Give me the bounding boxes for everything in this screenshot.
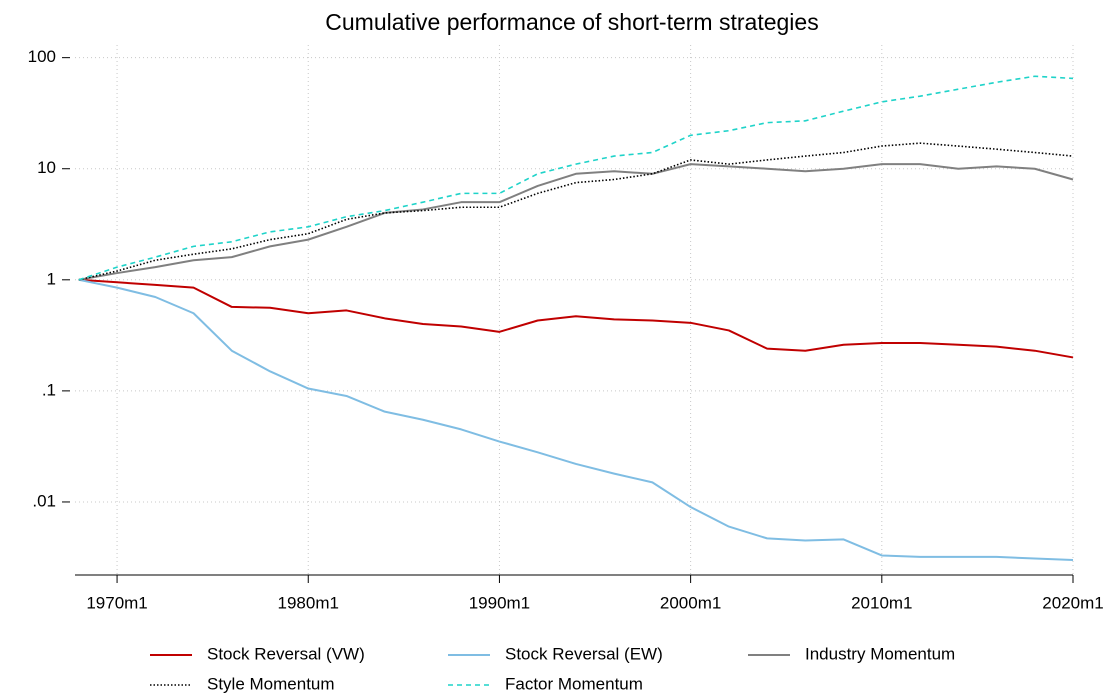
series-line: [78, 278, 1074, 562]
x-tick-label: 1990m1: [469, 593, 530, 612]
legend-label: Stock Reversal (EW): [505, 644, 663, 663]
series-line: [78, 278, 1074, 359]
y-tick-label: .01: [32, 491, 56, 510]
legend-label: Factor Momentum: [505, 674, 643, 693]
y-tick-label: 10: [37, 158, 56, 177]
series-line: [78, 163, 1074, 281]
x-tick-label: 1970m1: [86, 593, 147, 612]
legend-label: Industry Momentum: [805, 644, 955, 663]
y-tick-label: 1: [47, 269, 56, 288]
y-tick-label: .1: [42, 380, 56, 399]
y-tick-label: 100: [28, 47, 56, 66]
legend-label: Style Momentum: [207, 674, 335, 693]
series-line: [78, 75, 1074, 281]
x-tick-label: 1980m1: [278, 593, 339, 612]
legend-label: Stock Reversal (VW): [207, 644, 365, 663]
series-line: [78, 142, 1074, 281]
x-tick-label: 2010m1: [851, 593, 912, 612]
x-tick-label: 2020m1: [1042, 593, 1103, 612]
chart-title: Cumulative performance of short-term str…: [325, 9, 818, 35]
x-tick-label: 2000m1: [660, 593, 721, 612]
